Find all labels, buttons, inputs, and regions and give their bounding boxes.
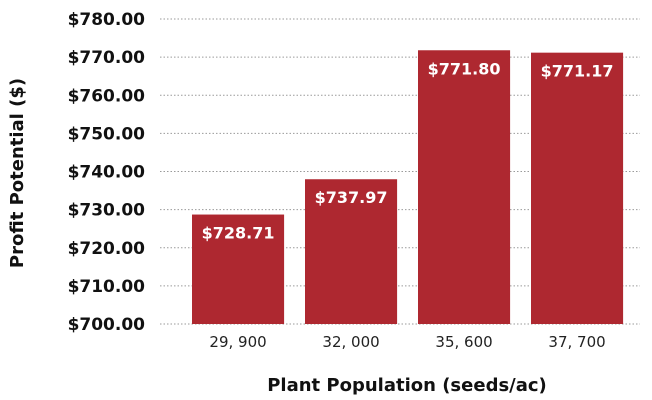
y-axis: $700.00 $710.00 $720.00 $730.00 $740.00 $750.… — [68, 10, 146, 335]
data-label: $771.17 — [541, 62, 614, 81]
x-tick-label: 37, 700 — [548, 333, 605, 351]
bar — [531, 52, 624, 325]
data-label: $728.71 — [202, 224, 275, 243]
y-axis-title: Profit Potential ($) — [7, 78, 28, 268]
data-label: $771.80 — [428, 59, 501, 78]
x-tick-label: 32, 000 — [322, 333, 379, 351]
y-tick-label: $700.00 — [68, 315, 146, 335]
x-tick-label: 29, 900 — [209, 333, 266, 351]
bar — [305, 179, 398, 324]
y-tick-label: $750.00 — [68, 124, 146, 144]
x-axis-title: Plant Population (seeds/ac) — [267, 375, 547, 396]
y-tick-label: $780.00 — [68, 10, 146, 30]
labels-layer: $728.71 $737.97 $771.80 $771.17 — [202, 59, 614, 242]
bar — [418, 50, 511, 324]
y-tick-label: $770.00 — [68, 48, 146, 68]
y-tick-label: $740.00 — [68, 163, 146, 183]
data-label: $737.97 — [315, 188, 388, 207]
x-tick-label: 35, 600 — [435, 333, 492, 351]
y-tick-label: $760.00 — [68, 86, 146, 106]
bar — [192, 214, 285, 324]
y-tick-label: $710.00 — [68, 277, 146, 297]
x-axis: 29, 900 32, 000 35, 600 37, 700 — [209, 333, 605, 351]
bars-layer — [192, 50, 624, 325]
y-tick-label: $720.00 — [68, 239, 146, 259]
y-tick-label: $730.00 — [68, 201, 146, 221]
